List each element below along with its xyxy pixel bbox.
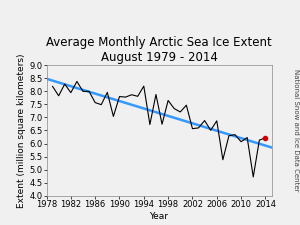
- X-axis label: Year: Year: [149, 212, 169, 221]
- Y-axis label: Extent (million square kilometers): Extent (million square kilometers): [17, 53, 26, 208]
- Text: National Snow and Ice Data Center: National Snow and Ice Data Center: [292, 69, 298, 192]
- Title: Average Monthly Arctic Sea Ice Extent
August 1979 - 2014: Average Monthly Arctic Sea Ice Extent Au…: [46, 36, 272, 64]
